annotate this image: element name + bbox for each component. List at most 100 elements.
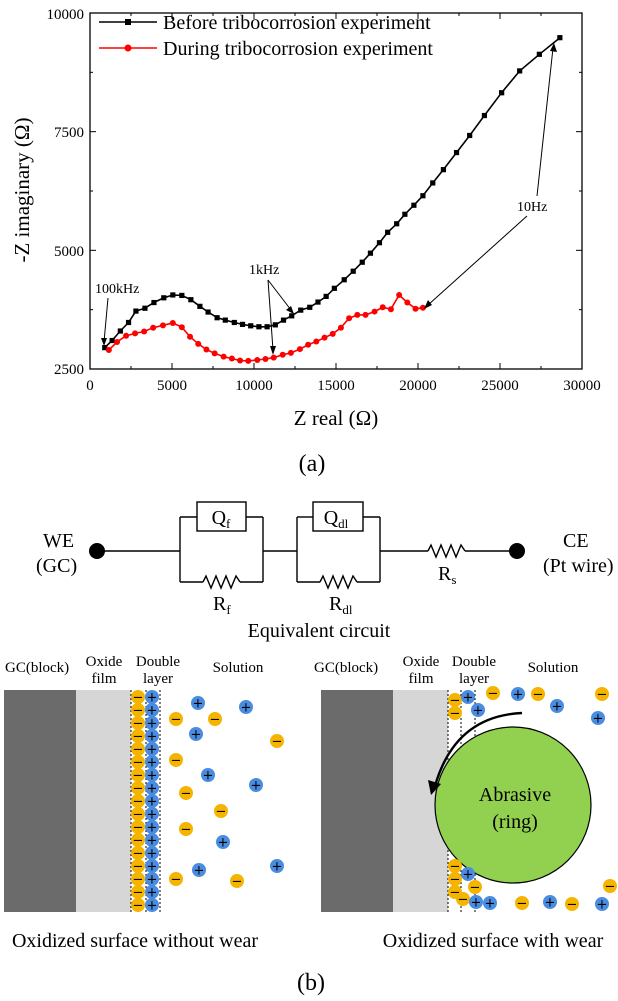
double-layer-label: Double	[136, 654, 181, 670]
equivalent-circuit: WE (GC) Qf Qdl Rf Rdl R	[36, 501, 614, 642]
cation-ion	[550, 699, 564, 713]
annotation-arrowhead-1khz-a	[286, 306, 294, 314]
anion-sign: −	[133, 769, 144, 784]
data-point-before	[376, 240, 383, 246]
cation-sign: +	[473, 704, 484, 719]
data-point-during	[296, 346, 303, 353]
right-ions: −−++− + −+−+−−−+−− + + − + − +−	[448, 686, 617, 913]
data-point-during	[237, 357, 244, 364]
cation-sign: +	[218, 836, 229, 851]
data-point-during	[371, 308, 378, 315]
cation-ion	[543, 895, 557, 909]
cation-ion	[483, 896, 497, 910]
anion-ion	[131, 885, 145, 899]
data-point-before	[315, 299, 321, 305]
data-point-before	[222, 317, 228, 323]
cation-sign: +	[147, 756, 158, 771]
x-tick-label: 30000	[563, 378, 601, 394]
ce-sublabel: (Pt wire)	[543, 555, 614, 577]
cation-sign: +	[147, 769, 158, 784]
data-point-before	[272, 322, 278, 328]
cation-sign: +	[147, 873, 158, 888]
anion-sign: −	[133, 873, 144, 888]
anion-sign: −	[272, 735, 283, 750]
cation-sign: +	[147, 730, 158, 745]
data-point-during	[404, 299, 411, 306]
cation-sign: +	[593, 712, 604, 727]
anion-ion	[131, 716, 145, 730]
data-point-before	[264, 324, 270, 330]
cation-sign: +	[597, 898, 608, 913]
data-point-before	[231, 319, 237, 326]
anion-ion	[131, 703, 145, 717]
data-point-before	[280, 317, 287, 323]
data-point-before	[102, 345, 108, 351]
data-point-before	[239, 321, 246, 327]
data-point-during	[114, 338, 121, 345]
legend-label-before: Before tribocorrosion experiment	[163, 12, 431, 34]
anion-sign: −	[133, 847, 144, 862]
rs-label: Rs	[438, 563, 456, 587]
anion-ion	[131, 820, 145, 834]
anion-ion	[131, 846, 145, 860]
cation-sign: +	[463, 691, 474, 706]
anion-ion	[595, 687, 609, 701]
anion-sign: −	[133, 834, 144, 849]
panel-label-b: (b)	[297, 970, 325, 996]
x-axis-title: Z real (Ω)	[294, 406, 378, 430]
anion-ion	[448, 859, 462, 873]
anion-ion	[131, 768, 145, 782]
cation-sign: +	[147, 899, 158, 914]
oxide-film	[76, 690, 131, 912]
rf-label: Rf	[213, 593, 231, 617]
qf-element	[196, 501, 247, 532]
anion-ion	[131, 833, 145, 847]
qf-label: Qf	[212, 507, 231, 531]
data-point-before	[205, 309, 211, 315]
cation-ion	[145, 898, 159, 912]
cation-ion	[145, 807, 159, 821]
x-tick-label: 10000	[235, 378, 273, 394]
data-point-during	[245, 357, 252, 364]
anion-sign: −	[171, 754, 182, 769]
anion-ion	[448, 693, 462, 707]
cation-sign: +	[251, 779, 262, 794]
cation-sign: +	[463, 868, 474, 883]
annotation-arrow-10hz-b	[427, 215, 528, 306]
data-point-during	[228, 355, 235, 362]
cation-sign: +	[147, 743, 158, 758]
cation-ion	[145, 833, 159, 847]
anion-ion	[169, 753, 183, 767]
oxide-label: film	[409, 671, 434, 687]
data-point-during	[211, 350, 218, 357]
data-point-before	[133, 308, 139, 314]
cation-ion	[591, 711, 605, 725]
qdl-label: Qdl	[324, 507, 349, 531]
oxide-label: Oxide	[403, 654, 440, 670]
anion-ion	[603, 879, 617, 893]
data-point-during	[169, 319, 176, 326]
cation-sign: +	[147, 834, 158, 849]
series-lines	[104, 37, 561, 362]
annotation-arrowhead-1khz-b	[270, 346, 276, 355]
cation-sign: +	[194, 864, 205, 879]
cation-ion	[145, 768, 159, 782]
data-point-during	[287, 349, 294, 356]
cation-ion	[469, 895, 483, 909]
data-point-before	[170, 292, 176, 298]
cation-sign: +	[147, 782, 158, 797]
legend-label-during: During tribocorrosion experiment	[163, 38, 433, 60]
annotation-100khz: 100kHz	[95, 282, 139, 297]
cation-ion	[191, 696, 205, 710]
data-point-before	[117, 328, 123, 334]
data-point-during	[123, 332, 130, 339]
anion-ion	[486, 686, 500, 700]
data-point-during	[321, 334, 328, 341]
anion-sign: −	[181, 787, 192, 802]
legend: Before tribocorrosion experiment During …	[99, 12, 433, 60]
cation-ion	[145, 859, 159, 873]
data-point-during	[254, 356, 261, 363]
anion-ion	[456, 892, 470, 906]
cation-sign: +	[147, 795, 158, 810]
anion-sign: −	[133, 717, 144, 732]
